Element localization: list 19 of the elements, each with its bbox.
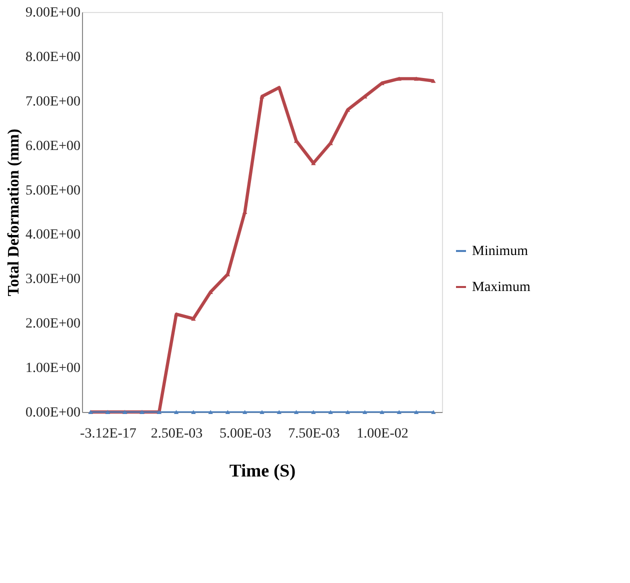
y-tick-label: 7.00E+00 bbox=[26, 94, 80, 110]
y-tick-label: 5.00E+00 bbox=[26, 183, 80, 198]
x-tick-label: 1.00E-02 bbox=[356, 426, 408, 442]
x-tick-label: 7.50E-03 bbox=[288, 426, 340, 442]
legend-label: Maximum bbox=[472, 280, 530, 295]
y-tick-label: 0.00E+00 bbox=[26, 406, 80, 420]
y-axis-title: Total Deformation (mm) bbox=[6, 128, 23, 296]
y-tick-label: 8.00E+00 bbox=[26, 50, 80, 65]
legend-label: Minimum bbox=[472, 244, 528, 259]
y-tick-label: 2.00E+00 bbox=[26, 316, 80, 332]
x-tick-label: 2.50E-03 bbox=[150, 426, 203, 442]
y-tick-label: 3.00E+00 bbox=[26, 272, 80, 288]
y-tick-label: 1.00E+00 bbox=[26, 361, 80, 376]
x-axis-title: Time (S) bbox=[229, 460, 296, 480]
x-tick-label: -3.12E-17 bbox=[80, 426, 136, 442]
y-tick-label: 4.00E+00 bbox=[26, 228, 80, 243]
y-tick-label: 6.00E+00 bbox=[26, 138, 80, 154]
y-tick-label: 9.00E+00 bbox=[26, 6, 80, 20]
x-tick-label: 5.00E-03 bbox=[220, 426, 272, 442]
